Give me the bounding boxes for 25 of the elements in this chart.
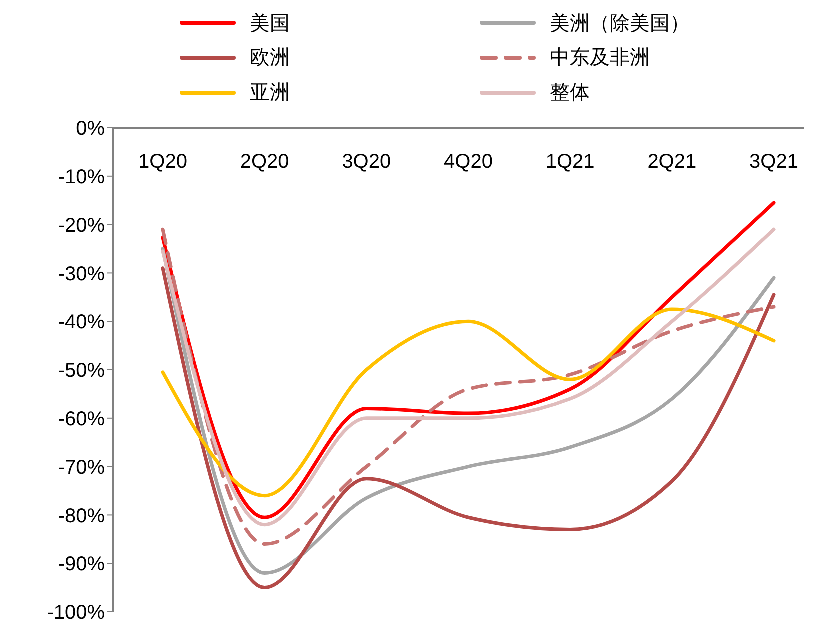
line-series xyxy=(161,308,776,498)
legend-label: 美国 xyxy=(250,10,290,37)
x-tick-label: 3Q20 xyxy=(342,151,392,173)
x-tick-label: 2Q21 xyxy=(648,151,697,173)
legend-label: 欧洲 xyxy=(250,44,290,72)
y-tick-label: 0% xyxy=(76,118,106,140)
legend-label: 美洲（除美国） xyxy=(550,10,690,37)
legend-label: 整体 xyxy=(550,79,590,106)
y-tick-label: -40% xyxy=(58,312,106,334)
y-tick-label: -20% xyxy=(58,214,106,237)
legend-label: 亚洲 xyxy=(250,79,290,106)
y-tick-label: -60% xyxy=(58,408,106,430)
y-tick-label: -50% xyxy=(58,360,106,382)
x-tick-label: 1Q21 xyxy=(546,151,595,173)
x-tick-label: 4Q20 xyxy=(444,151,493,173)
x-tick-label: 1Q20 xyxy=(138,151,188,173)
x-tick-label: 2Q20 xyxy=(240,151,290,173)
y-tick-label: -10% xyxy=(58,166,106,188)
legend-label: 中东及非洲 xyxy=(550,44,650,72)
y-tick-label: -30% xyxy=(58,263,106,286)
y-tick-label: -80% xyxy=(58,505,106,528)
y-tick-label: -70% xyxy=(58,456,106,479)
y-tick-label: -90% xyxy=(58,554,106,576)
x-tick-label: 3Q21 xyxy=(750,151,798,173)
y-tick-label: -100% xyxy=(47,602,106,624)
